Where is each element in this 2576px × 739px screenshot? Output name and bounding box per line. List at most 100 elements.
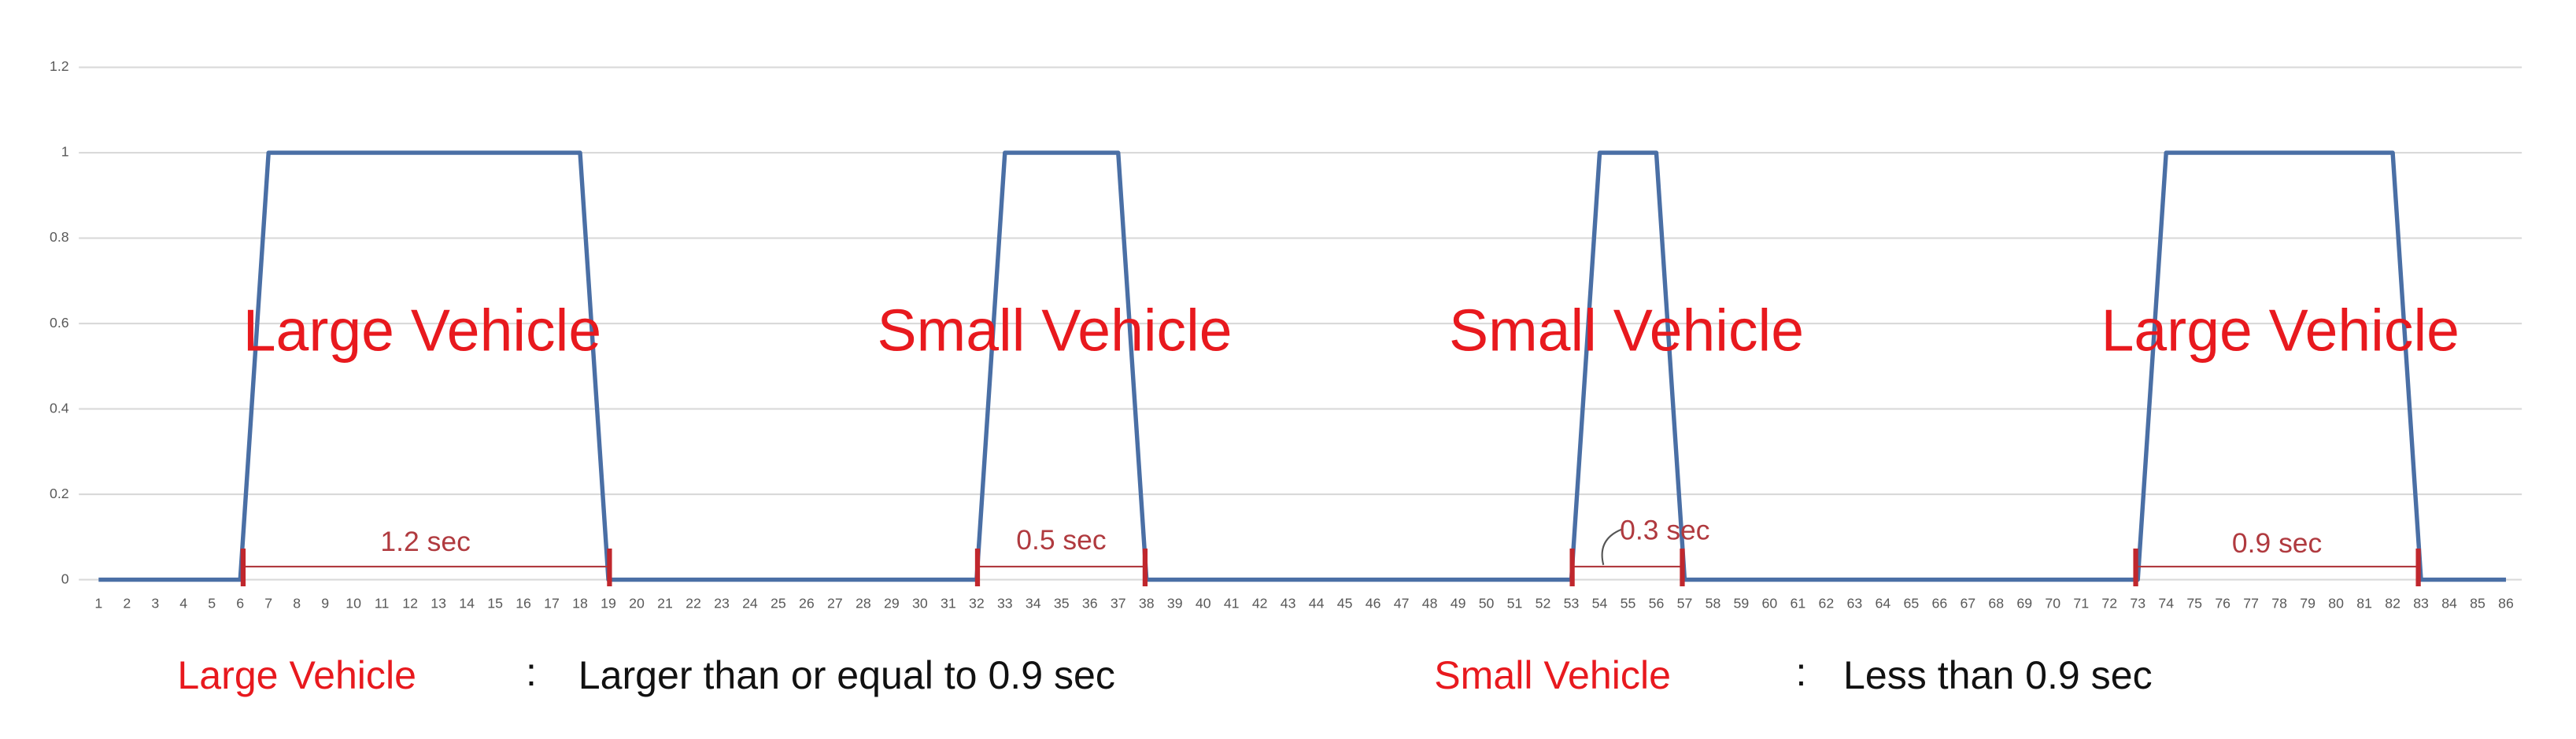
- x-tick-label: 61: [1791, 596, 1806, 612]
- x-tick-label: 57: [1677, 596, 1693, 612]
- x-tick-label: 60: [1762, 596, 1778, 612]
- x-tick-label: 46: [1366, 596, 1381, 612]
- x-tick-label: 13: [431, 596, 446, 612]
- x-tick-label: 22: [686, 596, 701, 612]
- x-tick-label: 50: [1479, 596, 1495, 612]
- x-tick-label: 6: [236, 596, 244, 612]
- x-tick-label: 24: [742, 596, 758, 612]
- note-separator: :: [526, 650, 537, 694]
- note-text: Larger than or equal to 0.9 sec: [578, 653, 1115, 697]
- x-tick-label: 85: [2470, 596, 2485, 612]
- x-tick-label: 25: [771, 596, 786, 612]
- x-tick-label: 80: [2328, 596, 2344, 612]
- x-tick-label: 8: [293, 596, 301, 612]
- x-tick-label: 32: [969, 596, 985, 612]
- x-tick-label: 12: [402, 596, 418, 612]
- x-tick-label: 36: [1082, 596, 1098, 612]
- vehicle-annotation: Small Vehicle: [878, 297, 1233, 364]
- x-tick-label: 39: [1167, 596, 1183, 612]
- note-separator: :: [1795, 650, 1806, 694]
- x-tick-label: 10: [346, 596, 361, 612]
- x-tick-label: 31: [941, 596, 956, 612]
- x-tick-label: 2: [123, 596, 131, 612]
- x-tick-label: 86: [2498, 596, 2514, 612]
- data-line: [98, 150, 2507, 582]
- x-tick-label: 35: [1054, 596, 1070, 612]
- x-tick-label: 29: [884, 596, 900, 612]
- x-tick-label: 42: [1252, 596, 1268, 612]
- x-tick-label: 51: [1507, 596, 1523, 612]
- x-tick-label: 1: [94, 596, 102, 612]
- x-tick-label: 81: [2356, 596, 2372, 612]
- x-tick-label: 66: [1931, 596, 1947, 612]
- x-tick-label: 18: [572, 596, 588, 612]
- x-tick-label: 23: [714, 596, 730, 612]
- x-tick-label: 53: [1564, 596, 1580, 612]
- x-tick-label: 16: [516, 596, 531, 612]
- x-tick-label: 34: [1026, 596, 1041, 612]
- interval-label: 0.5 sec: [1016, 524, 1106, 556]
- x-tick-label: 78: [2271, 596, 2287, 612]
- x-tick-label: 72: [2101, 596, 2117, 612]
- x-tick-label: 4: [179, 596, 187, 612]
- note-label: Small Vehicle: [1434, 653, 1671, 697]
- x-tick-label: 64: [1875, 596, 1890, 612]
- x-tick-label: 26: [799, 596, 815, 612]
- x-tick-label: 70: [2045, 596, 2060, 612]
- x-tick-label: 15: [487, 596, 503, 612]
- x-tick-label: 52: [1536, 596, 1551, 612]
- note-label: Large Vehicle: [177, 653, 416, 697]
- vehicle-annotation: Large Vehicle: [243, 297, 601, 364]
- interval-label: 1.2 sec: [380, 526, 470, 557]
- x-tick-label: 67: [1960, 596, 1975, 612]
- x-tick-label: 54: [1592, 596, 1608, 612]
- x-tick-label: 48: [1422, 596, 1438, 612]
- x-tick-label: 76: [2215, 596, 2230, 612]
- x-tick-label: 83: [2413, 596, 2429, 612]
- x-tick-label: 5: [208, 596, 216, 612]
- vehicle-annotation: Large Vehicle: [2101, 297, 2460, 364]
- y-tick-label: 1.2: [50, 58, 69, 74]
- x-tick-label: 63: [1847, 596, 1863, 612]
- x-tick-label: 77: [2243, 596, 2259, 612]
- x-tick-label: 49: [1451, 596, 1466, 612]
- interval-label: 0.9 sec: [2232, 527, 2322, 559]
- x-tick-label: 68: [1988, 596, 2004, 612]
- y-tick-label: 0: [61, 571, 69, 586]
- x-tick-label: 84: [2441, 596, 2457, 612]
- note-text: Less than 0.9 sec: [1843, 653, 2153, 697]
- x-tick-label: 79: [2300, 596, 2315, 612]
- vehicle-annotation: Small Vehicle: [1449, 297, 1804, 364]
- y-tick-label: 0.4: [50, 400, 69, 416]
- x-tick-label: 43: [1281, 596, 1296, 612]
- x-tick-label: 19: [601, 596, 616, 612]
- x-tick-label: 62: [1819, 596, 1835, 612]
- x-tick-label: 74: [2158, 596, 2174, 612]
- x-tick-label: 7: [264, 596, 272, 612]
- x-tick-label: 28: [856, 596, 871, 612]
- x-tick-label: 27: [827, 596, 843, 612]
- x-tick-label: 82: [2385, 596, 2400, 612]
- x-tick-label: 40: [1196, 596, 1211, 612]
- x-tick-label: 3: [151, 596, 159, 612]
- x-tick-label: 14: [459, 596, 475, 612]
- y-tick-label: 0.6: [50, 315, 69, 331]
- x-tick-label: 38: [1139, 596, 1155, 612]
- x-tick-label: 17: [544, 596, 560, 612]
- x-tick-label: 75: [2186, 596, 2202, 612]
- y-tick-label: 0.2: [50, 486, 69, 501]
- x-tick-label: 37: [1111, 596, 1126, 612]
- x-tick-label: 44: [1309, 596, 1325, 612]
- x-tick-label: 71: [2073, 596, 2089, 612]
- x-tick-label: 30: [912, 596, 928, 612]
- interval-label: 0.3 sec: [1620, 514, 1709, 545]
- x-tick-label: 33: [997, 596, 1013, 612]
- x-tick-label: 56: [1649, 596, 1665, 612]
- y-tick-label: 0.8: [50, 229, 69, 245]
- x-tick-label: 58: [1706, 596, 1721, 612]
- x-tick-label: 21: [657, 596, 673, 612]
- y-tick-label: 1: [61, 144, 69, 160]
- x-tick-label: 47: [1394, 596, 1410, 612]
